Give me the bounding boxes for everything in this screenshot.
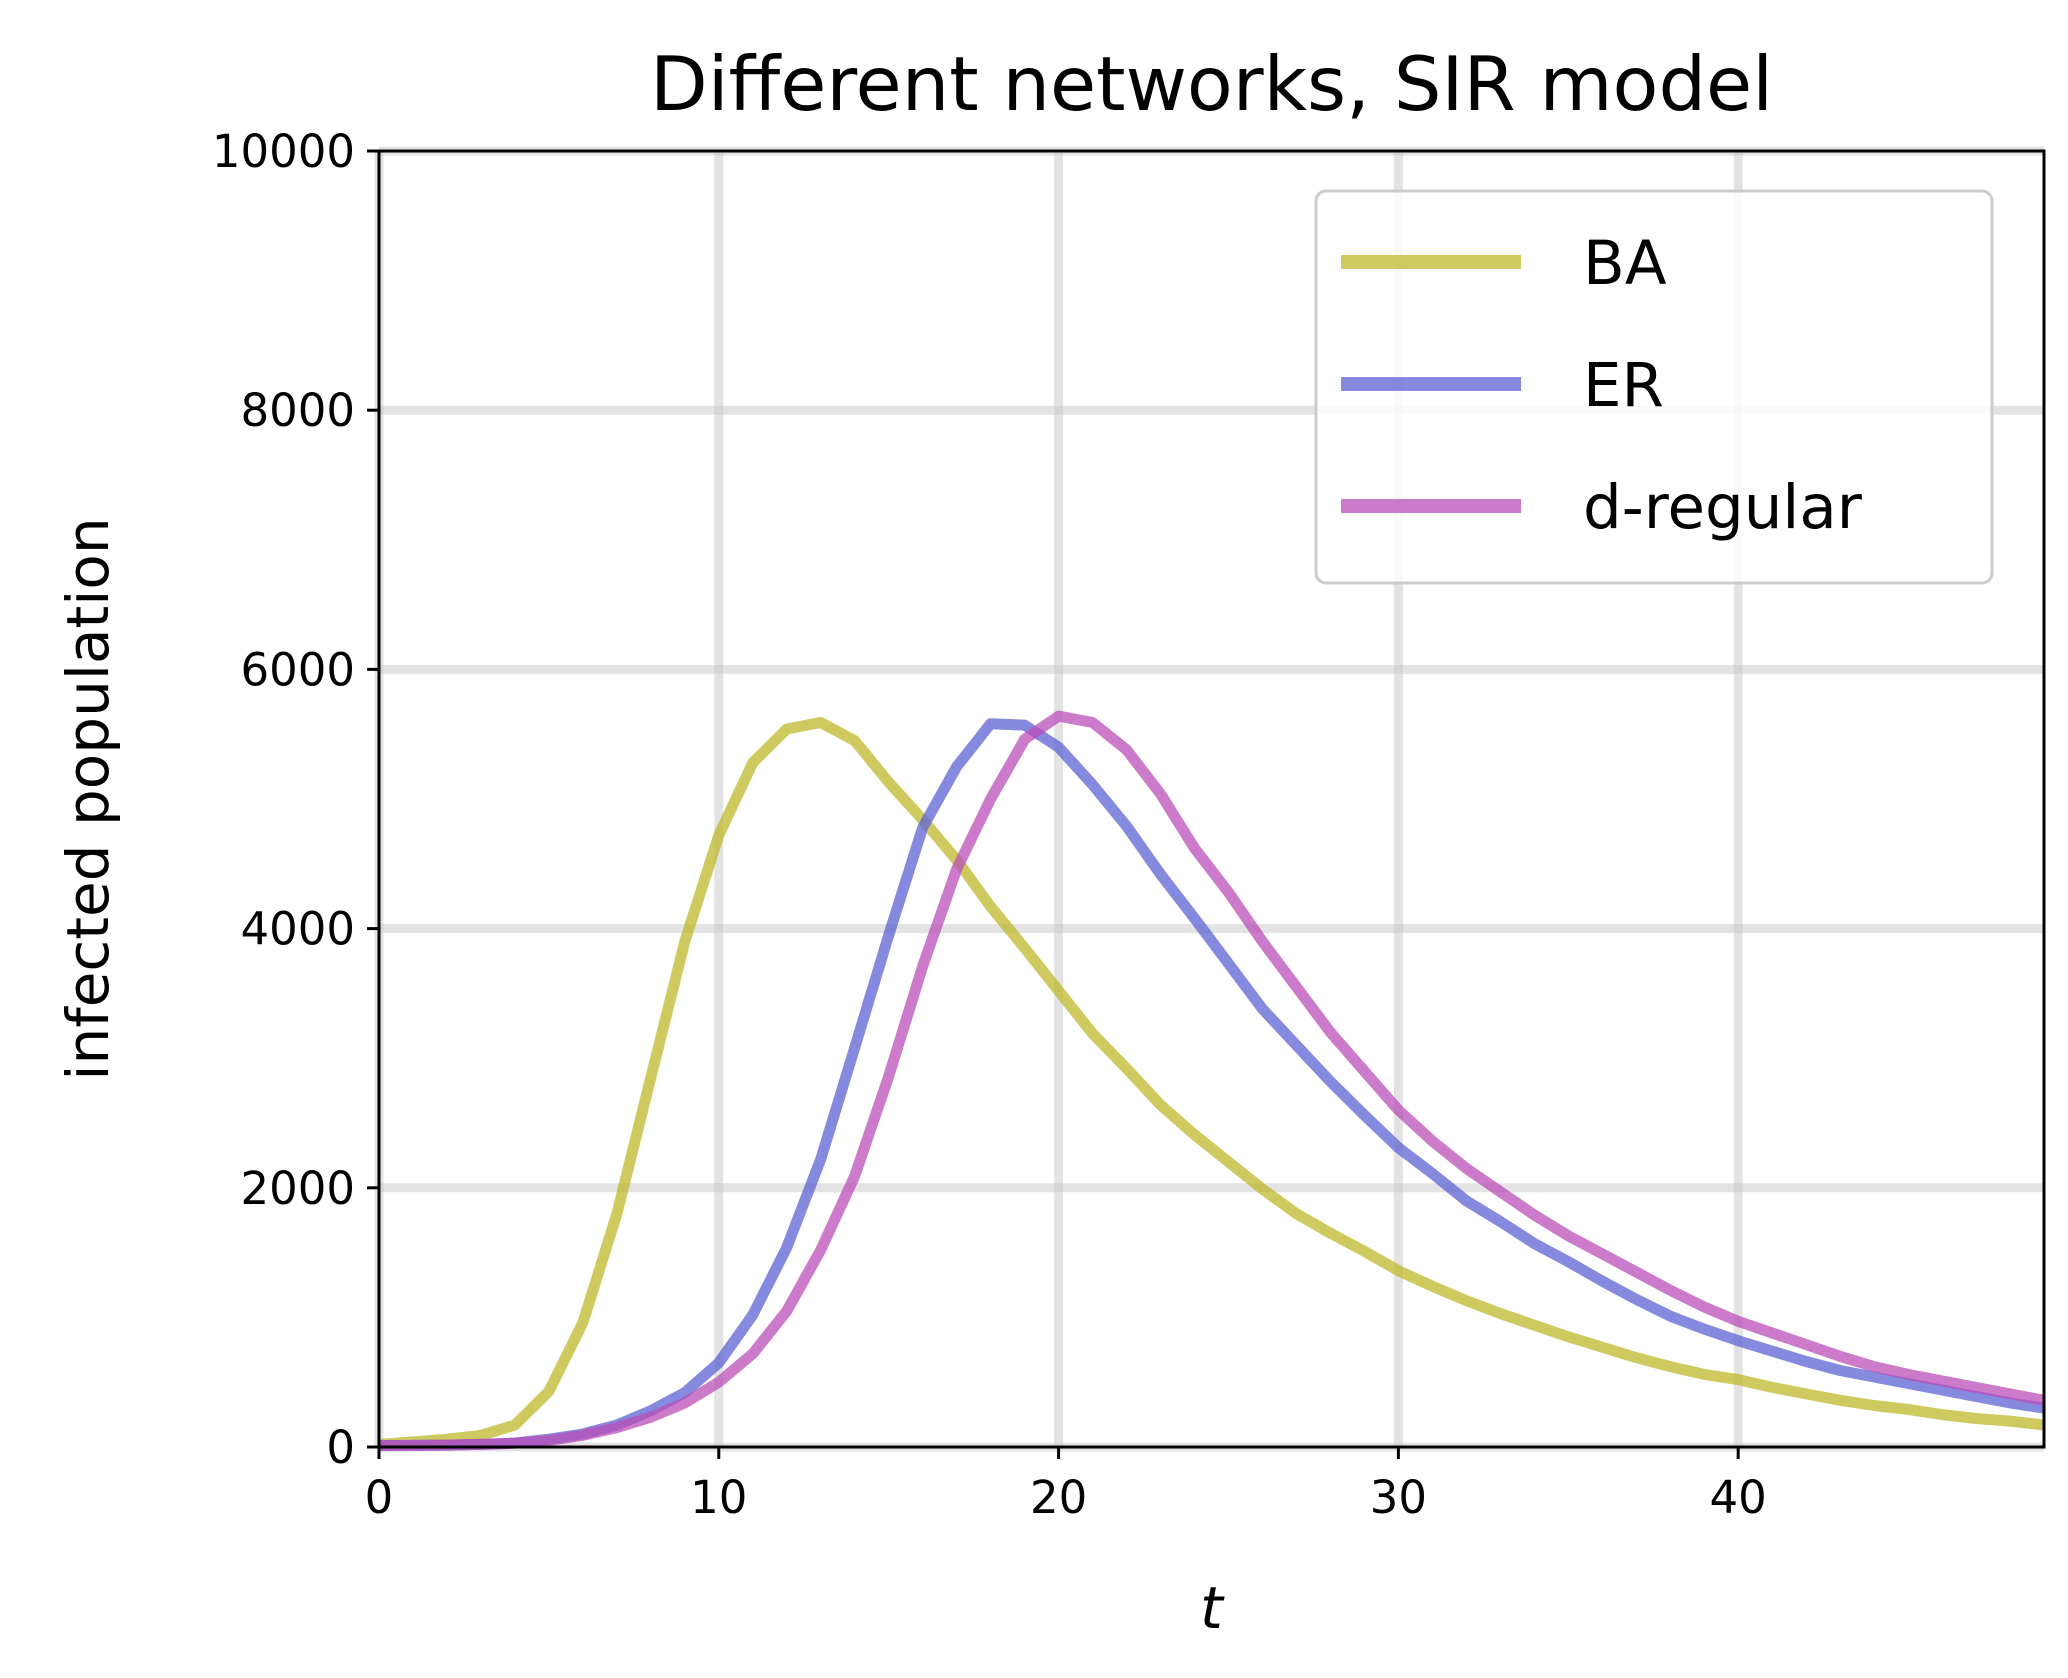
y-tick-label: 8000 — [240, 384, 355, 437]
plot-frame — [377, 149, 2046, 1449]
y-tick-label: 4000 — [240, 903, 355, 956]
legend-label-ba: BA — [1583, 228, 1667, 299]
x-tick-label: 0 — [365, 1471, 394, 1524]
ticks: 0 10 20 30 40 0 2000 4000 6000 8000 10000 — [212, 125, 1767, 1524]
series-line-er — [378, 718, 2045, 1452]
chart-title: Different networks, SIR model — [650, 40, 1773, 128]
legend-entries: BA ER d-regular — [1341, 228, 1863, 543]
series-line-ba — [378, 717, 2045, 1450]
y-axis-label: infected population — [54, 517, 122, 1080]
x-axis-label: t — [1200, 1574, 1225, 1642]
y-tick-label: 0 — [326, 1421, 355, 1474]
legend-box — [1314, 189, 1994, 585]
y-tick-label: 10000 — [212, 125, 355, 178]
series-line-d-regular — [378, 710, 2046, 1452]
legend-label-er: ER — [1583, 350, 1664, 421]
x-tick-label: 10 — [690, 1471, 747, 1524]
x-tick-label: 20 — [1030, 1471, 1087, 1524]
y-tick-label: 2000 — [240, 1162, 355, 1215]
series-lines — [378, 710, 2046, 1452]
legend: BA ER d-regular — [1314, 189, 1994, 585]
y-tick-label: 6000 — [240, 643, 355, 696]
x-tick-label: 40 — [1710, 1471, 1767, 1524]
x-tick-label: 30 — [1370, 1471, 1427, 1524]
legend-label-d-regular: d-regular — [1583, 472, 1863, 543]
